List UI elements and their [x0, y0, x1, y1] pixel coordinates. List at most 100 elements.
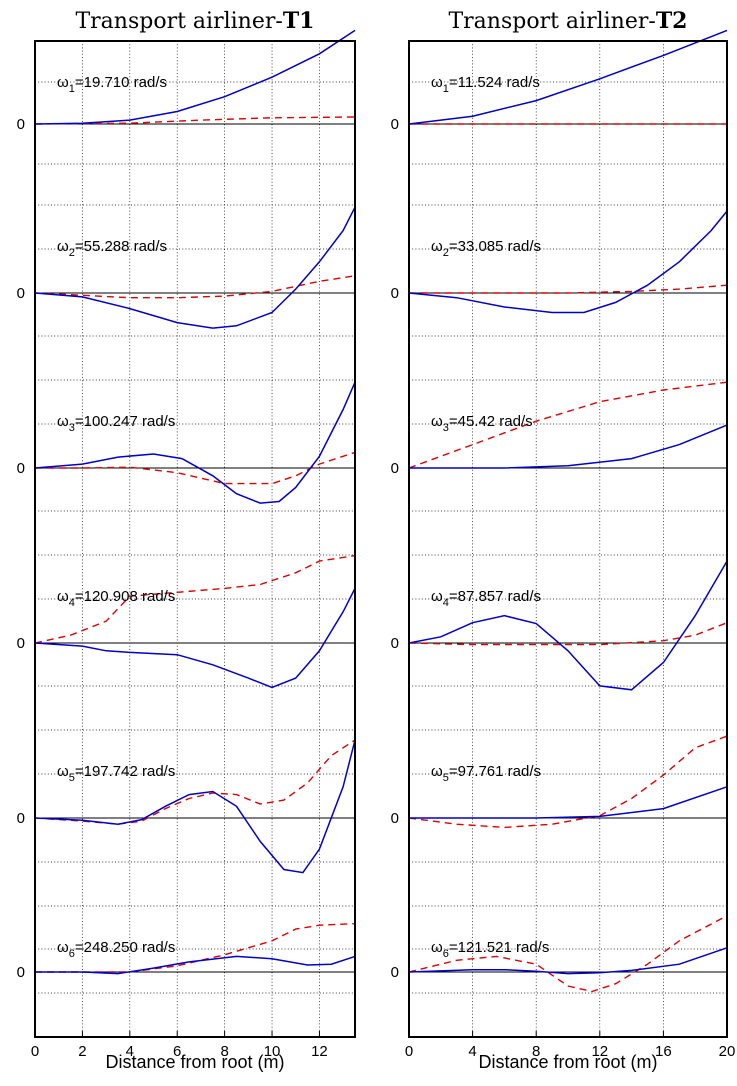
bending-series — [34, 739, 356, 874]
plot-frame — [408, 40, 728, 1038]
mode-symbol: ω — [57, 74, 69, 91]
torsion-series — [408, 735, 728, 829]
x-tick-label: 16 — [655, 1043, 672, 1060]
mode-label: ω4=120.908 rad/s — [57, 588, 175, 609]
zero-tick-label: 0 — [17, 285, 25, 302]
mode-frequency: =19.710 rad/s — [75, 74, 167, 91]
mode-subscript: 4 — [443, 597, 449, 609]
x-axis-label: Distance from root (m) — [478, 1052, 657, 1072]
mode-symbol: ω — [57, 413, 69, 430]
mode-label: ω5=197.742 rad/s — [57, 763, 175, 784]
mode-label: ω6=248.250 rad/s — [57, 939, 175, 960]
bending-series — [408, 560, 728, 691]
bending-series — [34, 588, 356, 689]
bending-series — [408, 947, 728, 975]
mode-subscript: 1 — [443, 83, 449, 95]
mode-symbol: ω — [431, 763, 443, 780]
mode-subscript: 3 — [69, 422, 75, 434]
zero-tick-label: 0 — [17, 964, 25, 981]
zero-tick-label: 0 — [17, 116, 25, 133]
mode-subscript: 5 — [69, 772, 75, 784]
mode-symbol: ω — [57, 588, 69, 605]
mode-symbol: ω — [57, 939, 69, 956]
bending-series — [35, 955, 356, 975]
mode-6: 0 ω6=248.250 rad/s — [17, 922, 356, 981]
torsion-series — [408, 915, 728, 993]
bending-series — [34, 206, 356, 329]
mode-frequency: =87.857 rad/s — [449, 588, 541, 605]
mode-subscript: 5 — [443, 772, 449, 784]
mode-frequency: =45.42 rad/s — [449, 413, 533, 430]
mode-1: 0 ω1=11.524 rad/s — [391, 29, 728, 133]
mode-label: ω4=87.857 rad/s — [431, 588, 541, 609]
chart-title-prefix: Transport airliner- — [448, 9, 655, 34]
mode-label: ω1=11.524 rad/s — [431, 74, 540, 95]
mode-symbol: ω — [431, 939, 443, 956]
x-tick-label: 4 — [126, 1043, 134, 1060]
mode-1: 0 ω1=19.710 rad/s — [17, 29, 356, 133]
torsion-series — [35, 451, 356, 485]
grid — [409, 41, 727, 1037]
mode-5: 0 ω5=197.742 rad/s — [17, 739, 356, 874]
x-tick-label: 4 — [468, 1043, 476, 1060]
mode-label: ω6=121.521 rad/s — [431, 939, 549, 960]
mode-subscript: 4 — [69, 597, 75, 609]
mode-subscript: 6 — [69, 948, 75, 960]
mode-symbol: ω — [431, 588, 443, 605]
mode-symbol: ω — [57, 763, 69, 780]
mode-frequency: =11.524 rad/s — [449, 74, 540, 91]
zero-tick-label: 0 — [391, 116, 399, 133]
x-tick-label: 0 — [31, 1043, 39, 1060]
x-tick-label: 8 — [532, 1043, 540, 1060]
zero-tick-label: 0 — [17, 460, 25, 477]
mode-6: 0 ω6=121.521 rad/s — [391, 915, 728, 993]
x-tick-label: 20 — [719, 1043, 736, 1060]
mode-3: 0 ω3=100.247 rad/s — [17, 381, 356, 504]
zero-tick-label: 0 — [391, 964, 399, 981]
mode-2: 0 ω2=33.085 rad/s — [391, 210, 728, 314]
mode-4: 0 ω4=120.908 rad/s — [17, 554, 356, 689]
mode-frequency: =120.908 rad/s — [75, 588, 176, 605]
zero-tick-label: 0 — [391, 460, 399, 477]
x-tick-label: 10 — [264, 1043, 281, 1060]
mode-symbol: ω — [431, 74, 443, 91]
mode-frequency: =121.521 rad/s — [449, 939, 550, 956]
grid — [35, 41, 355, 1037]
mode-label: ω5=97.761 rad/s — [431, 763, 541, 784]
mode-label: ω2=55.288 rad/s — [57, 238, 167, 259]
mode-subscript: 3 — [443, 422, 449, 434]
bending-series — [409, 786, 728, 819]
bending-series — [408, 210, 728, 314]
chart-title-prefix: Transport airliner- — [75, 9, 282, 34]
mode-3: 0 ω3=45.42 rad/s — [391, 381, 728, 477]
zero-tick-label: 0 — [391, 285, 399, 302]
bending-series — [34, 29, 356, 125]
torsion-series — [34, 116, 356, 125]
mode-subscript: 2 — [443, 247, 449, 259]
torsion-series — [408, 622, 728, 646]
mode-frequency: =248.250 rad/s — [75, 939, 176, 956]
mode-symbol: ω — [57, 238, 69, 255]
mode-label: ω2=33.085 rad/s — [431, 238, 541, 259]
zero-tick-label: 0 — [17, 635, 25, 652]
mode-symbol: ω — [431, 413, 443, 430]
chart-title-bold: T1 — [283, 8, 315, 34]
mode-frequency: =100.247 rad/s — [75, 413, 176, 430]
bending-series — [408, 29, 728, 125]
zero-tick-label: 0 — [17, 810, 25, 827]
bending-series — [34, 381, 356, 504]
torsion-series — [34, 739, 356, 825]
chart-title: Transport airliner-T1 — [75, 8, 314, 34]
mode-frequency: =55.288 rad/s — [75, 238, 167, 255]
mode-label: ω1=19.710 rad/s — [57, 74, 167, 95]
mode-subscript: 2 — [69, 247, 75, 259]
x-tick-label: 12 — [311, 1043, 328, 1060]
x-tick-label: 0 — [405, 1043, 413, 1060]
x-axis-label: Distance from root (m) — [105, 1052, 284, 1072]
chart-title-bold: T2 — [656, 8, 688, 34]
mode-4: 0 ω4=87.857 rad/s — [391, 560, 728, 691]
mode-5: 0 ω5=97.761 rad/s — [391, 735, 728, 829]
